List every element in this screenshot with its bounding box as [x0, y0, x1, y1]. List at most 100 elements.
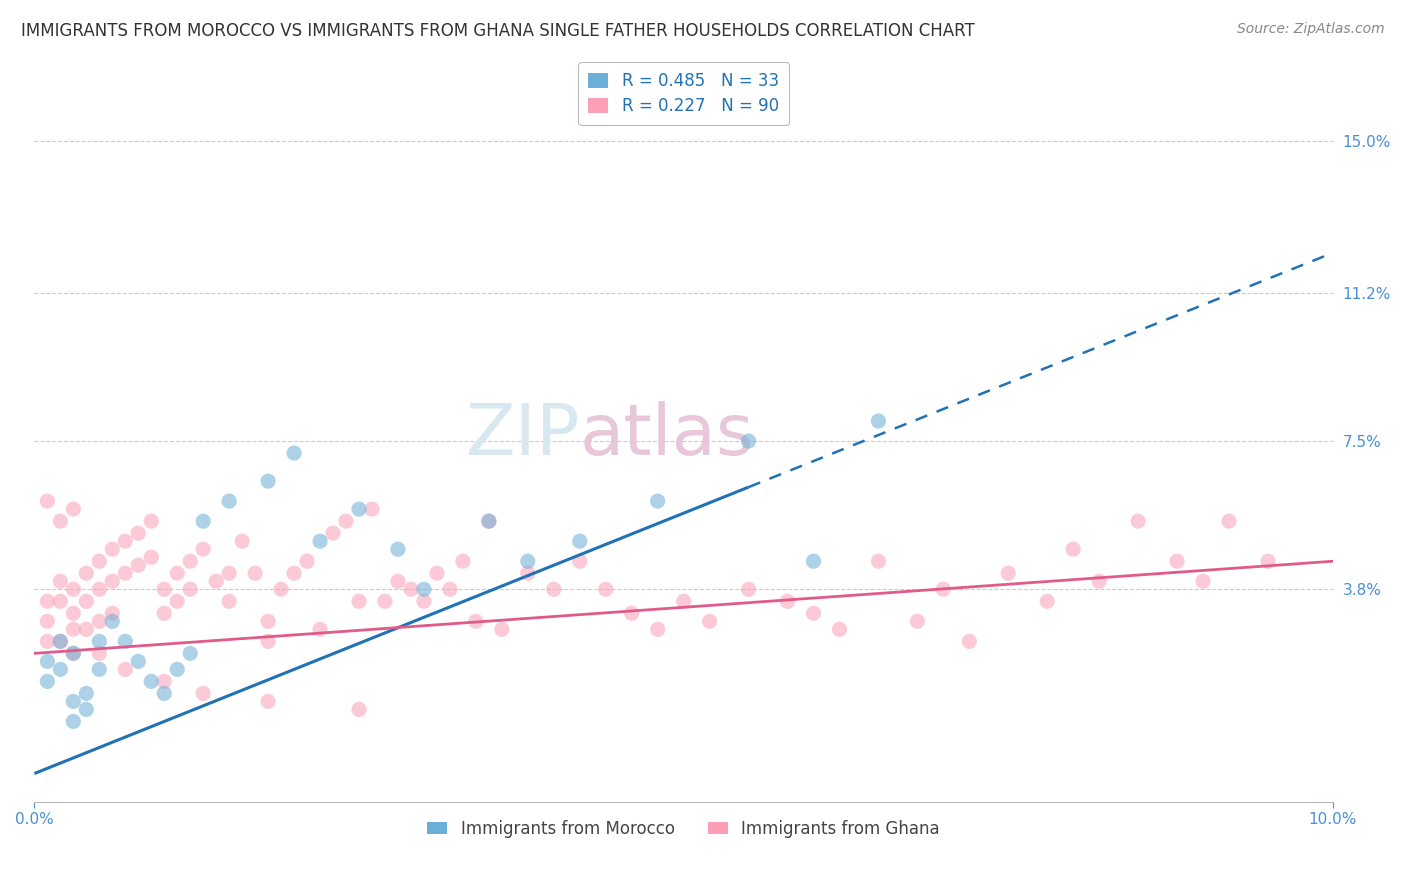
- Point: [114, 566, 136, 581]
- Point: [647, 623, 669, 637]
- Point: [37, 494, 59, 508]
- Point: [399, 582, 422, 597]
- Point: [932, 582, 955, 597]
- Point: [387, 542, 409, 557]
- Point: [347, 502, 370, 516]
- Point: [218, 494, 240, 508]
- Point: [49, 594, 72, 608]
- Point: [62, 694, 84, 708]
- Point: [361, 502, 384, 516]
- Point: [413, 582, 436, 597]
- Point: [257, 694, 280, 708]
- Point: [478, 514, 501, 528]
- Point: [1257, 554, 1279, 568]
- Point: [127, 654, 149, 668]
- Point: [1088, 574, 1111, 589]
- Point: [49, 514, 72, 528]
- Point: [1036, 594, 1059, 608]
- Point: [62, 646, 84, 660]
- Point: [270, 582, 292, 597]
- Point: [283, 446, 305, 460]
- Point: [62, 714, 84, 729]
- Text: IMMIGRANTS FROM MOROCCO VS IMMIGRANTS FROM GHANA SINGLE FATHER HOUSEHOLDS CORREL: IMMIGRANTS FROM MOROCCO VS IMMIGRANTS FR…: [21, 22, 974, 40]
- Point: [166, 594, 188, 608]
- Point: [218, 594, 240, 608]
- Point: [49, 634, 72, 648]
- Point: [347, 702, 370, 716]
- Point: [309, 534, 332, 549]
- Point: [647, 494, 669, 508]
- Point: [166, 662, 188, 676]
- Point: [568, 554, 591, 568]
- Point: [295, 554, 318, 568]
- Point: [62, 582, 84, 597]
- Point: [672, 594, 695, 608]
- Point: [37, 654, 59, 668]
- Point: [193, 542, 215, 557]
- Point: [127, 526, 149, 541]
- Point: [231, 534, 253, 549]
- Point: [62, 502, 84, 516]
- Point: [335, 514, 357, 528]
- Point: [49, 662, 72, 676]
- Point: [543, 582, 565, 597]
- Point: [89, 554, 111, 568]
- Point: [374, 594, 396, 608]
- Point: [141, 550, 163, 565]
- Point: [595, 582, 617, 597]
- Point: [153, 674, 176, 689]
- Point: [1062, 542, 1084, 557]
- Point: [127, 558, 149, 573]
- Point: [243, 566, 266, 581]
- Point: [89, 646, 111, 660]
- Legend: Immigrants from Morocco, Immigrants from Ghana: Immigrants from Morocco, Immigrants from…: [420, 814, 946, 845]
- Point: [451, 554, 474, 568]
- Point: [141, 674, 163, 689]
- Point: [957, 634, 980, 648]
- Point: [257, 474, 280, 488]
- Point: [75, 594, 97, 608]
- Point: [257, 634, 280, 648]
- Point: [387, 574, 409, 589]
- Point: [62, 607, 84, 621]
- Point: [257, 615, 280, 629]
- Point: [737, 582, 759, 597]
- Point: [997, 566, 1019, 581]
- Point: [478, 514, 501, 528]
- Point: [153, 686, 176, 700]
- Point: [464, 615, 486, 629]
- Point: [868, 554, 890, 568]
- Point: [141, 514, 163, 528]
- Point: [62, 646, 84, 660]
- Point: [426, 566, 449, 581]
- Point: [803, 554, 825, 568]
- Point: [205, 574, 228, 589]
- Point: [62, 623, 84, 637]
- Point: [1192, 574, 1215, 589]
- Point: [413, 594, 436, 608]
- Point: [153, 607, 176, 621]
- Point: [1126, 514, 1149, 528]
- Point: [179, 554, 201, 568]
- Point: [218, 566, 240, 581]
- Point: [37, 634, 59, 648]
- Point: [309, 623, 332, 637]
- Point: [101, 607, 124, 621]
- Point: [37, 615, 59, 629]
- Point: [75, 702, 97, 716]
- Point: [75, 623, 97, 637]
- Point: [868, 414, 890, 428]
- Point: [89, 634, 111, 648]
- Point: [75, 566, 97, 581]
- Text: ZIP: ZIP: [465, 401, 579, 469]
- Point: [620, 607, 643, 621]
- Point: [101, 574, 124, 589]
- Point: [114, 662, 136, 676]
- Point: [776, 594, 799, 608]
- Point: [89, 582, 111, 597]
- Point: [516, 554, 538, 568]
- Point: [114, 634, 136, 648]
- Point: [568, 534, 591, 549]
- Point: [516, 566, 538, 581]
- Point: [347, 594, 370, 608]
